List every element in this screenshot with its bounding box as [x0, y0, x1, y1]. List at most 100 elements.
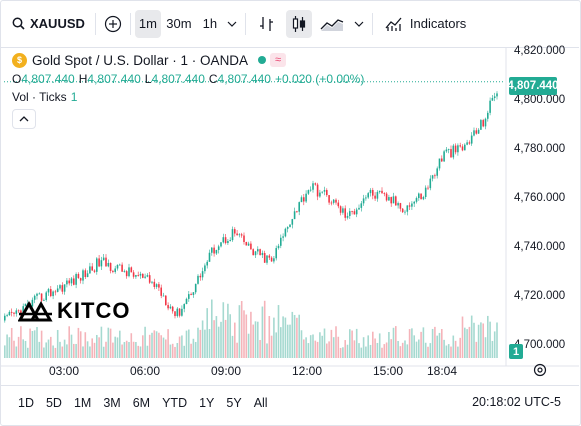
- candle: [277, 245, 280, 249]
- candle: [464, 144, 466, 151]
- candle: [475, 130, 478, 134]
- indicators-button[interactable]: Indicators: [379, 10, 472, 38]
- market-open-status-icon[interactable]: [258, 56, 267, 64]
- bar-chart-type-button[interactable]: [254, 10, 280, 38]
- candle: [457, 145, 459, 153]
- volume-bar: [452, 335, 455, 358]
- volume-bar: [201, 320, 204, 358]
- candle: [332, 199, 335, 203]
- volume-bar: [59, 341, 61, 358]
- timezone-clock[interactable]: 20:18:02 UTC-5: [472, 395, 561, 409]
- candle: [268, 255, 271, 258]
- volume-bar: [171, 343, 174, 358]
- candle: [217, 246, 220, 250]
- range-5y[interactable]: 5Y: [226, 395, 242, 410]
- volume-bar: [15, 346, 18, 358]
- chart-canvas[interactable]: [0, 48, 579, 378]
- candle: [240, 234, 243, 236]
- volume-bar: [468, 326, 471, 358]
- candle: [477, 129, 480, 134]
- volume-bar: [148, 334, 151, 358]
- volume-bar: [461, 316, 464, 358]
- time-tick-label: 12:00: [292, 364, 323, 378]
- chart-type-dropdown[interactable]: [350, 10, 368, 38]
- candle: [489, 100, 491, 113]
- bars-icon: [259, 16, 273, 31]
- interval-30m[interactable]: 30m: [163, 10, 195, 38]
- candles-chart-type-button[interactable]: [285, 9, 312, 38]
- high-value: 4,807.440: [87, 72, 141, 86]
- candle: [323, 190, 326, 192]
- volume-bar: [130, 333, 133, 358]
- candle: [109, 262, 112, 271]
- axis-settings-icon[interactable]: [532, 362, 548, 378]
- symbol-search-button[interactable]: XAUUSD: [6, 10, 91, 38]
- volume-bar: [169, 344, 172, 358]
- candle: [339, 206, 342, 213]
- interval-dropdown[interactable]: [223, 10, 241, 38]
- candle: [208, 252, 211, 262]
- volume-bar: [480, 322, 482, 358]
- candle: [247, 243, 250, 246]
- candle: [452, 145, 455, 158]
- volume-bar: [107, 327, 110, 358]
- range-1y[interactable]: 1Y: [199, 395, 215, 410]
- volume-bar: [263, 300, 266, 358]
- range-6m[interactable]: 6M: [132, 395, 151, 410]
- volume-bar: [252, 324, 254, 358]
- price-chart[interactable]: [0, 48, 579, 378]
- candle: [52, 291, 54, 297]
- candle: [93, 270, 96, 272]
- symbol-title[interactable]: Gold Spot / U.S. Dollar · 1 · OANDA: [32, 52, 249, 68]
- volume-legend[interactable]: Vol · Ticks 1: [12, 88, 368, 106]
- candle: [169, 306, 172, 309]
- candle: [445, 149, 448, 152]
- volume-bar: [401, 342, 404, 358]
- range-all[interactable]: All: [253, 395, 268, 410]
- chevron-up-icon: [19, 116, 29, 122]
- volume-bar: [89, 346, 91, 358]
- range-3m[interactable]: 3M: [103, 395, 121, 410]
- range-ytd[interactable]: YTD: [162, 395, 188, 410]
- interval-1m[interactable]: 1m: [134, 9, 161, 38]
- area-chart-type-button[interactable]: [318, 10, 346, 38]
- candle: [61, 285, 64, 292]
- candle: [355, 209, 358, 215]
- volume-bar: [220, 321, 222, 358]
- volume-bar: [47, 339, 50, 358]
- volume-bar: [404, 340, 406, 358]
- candle: [461, 146, 464, 151]
- interval-1h[interactable]: 1h: [197, 10, 223, 38]
- candle: [77, 273, 80, 279]
- candle: [346, 215, 349, 218]
- candle: [153, 281, 156, 287]
- candle: [289, 224, 291, 228]
- compare-symbol-button[interactable]: [100, 10, 126, 38]
- time-tick-label: 18:04: [427, 364, 458, 378]
- range-1d[interactable]: 1D: [18, 395, 34, 410]
- range-1m[interactable]: 1M: [73, 395, 92, 410]
- candle: [56, 288, 59, 292]
- candle: [75, 273, 77, 285]
- candle: [112, 270, 114, 272]
- volume-bar: [367, 335, 369, 358]
- volume-bar: [50, 336, 52, 358]
- candle: [328, 195, 330, 203]
- candle: [98, 258, 100, 267]
- candle: [353, 211, 356, 215]
- candle: [280, 237, 282, 246]
- volume-bar: [431, 328, 434, 358]
- candle: [40, 293, 43, 301]
- delayed-data-icon[interactable]: ≈: [270, 53, 287, 67]
- volume-bar: [155, 331, 158, 358]
- interval-label: 30m: [166, 16, 192, 31]
- volume-bar: [392, 327, 395, 358]
- candle: [155, 284, 158, 287]
- candle: [47, 289, 50, 293]
- volume-bar: [378, 333, 381, 358]
- volume-bar: [116, 337, 119, 358]
- range-5d[interactable]: 5D: [45, 395, 62, 410]
- candle: [307, 190, 310, 194]
- collapse-legend-button[interactable]: [12, 109, 36, 129]
- volume-bar: [105, 341, 107, 358]
